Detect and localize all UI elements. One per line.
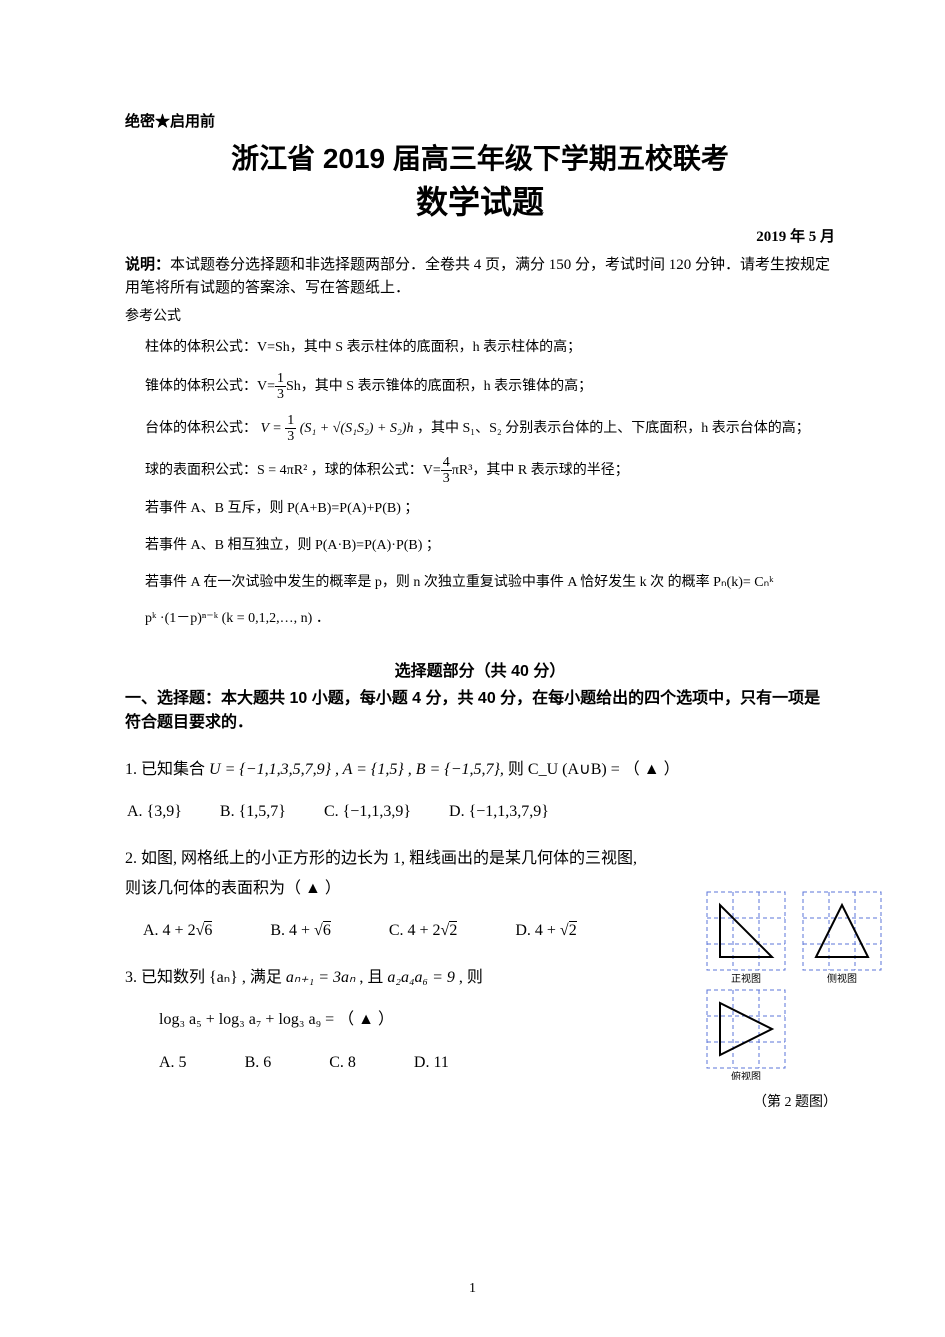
q1-post: 则 C_U (A∪B) = （ ▲ ） <box>504 761 680 778</box>
three-view-svg: 正视图 侧视图 俯视图 <box>705 890 885 1080</box>
figure-three-views: 正视图 侧视图 俯视图 （第 2 <box>705 890 885 1111</box>
formula-frustum-expr: (S₁ + √(S₁S₂) + S₂)h <box>300 421 414 436</box>
instructions-text: 本试题卷分选择题和非选择题两部分．全卷共 4 页，满分 150 分，考试时间 1… <box>125 257 830 296</box>
formula-frustum: 台体的体积公式： V = 13 (S₁ + √(S₁S₂) + S₂)h ，其中… <box>145 413 835 445</box>
formula-block: 柱体的体积公式：V=Sh，其中 S 表示柱体的底面积，h 表示柱体的高； 锥体的… <box>145 335 835 633</box>
q1-math: U = {−1,1,3,5,7,9} , A = {1,5} , B = {−1… <box>209 761 504 778</box>
q1-pre: 1. 已知集合 <box>125 761 209 778</box>
formula-cone: 锥体的体积公式：V=13Sh，其中 S 表示锥体的底面积，h 表示锥体的高； <box>145 371 835 403</box>
section-heading: 选择题部分（共 40 分） <box>125 657 835 681</box>
q3-pre: 3. 已知数列 {aₙ} , 满足 <box>125 969 286 986</box>
q3-option-c: C. 8 <box>329 1048 356 1078</box>
q2d-rad: 2 <box>569 921 577 939</box>
formula-sphere-post: πR³，其中 R 表示球的半径； <box>452 463 629 478</box>
q1-option-c: C. {−1,1,3,9} <box>324 797 411 827</box>
formula-binom1: 若事件 A 在一次试验中发生的概率是 p，则 n 次独立重复试验中事件 A 恰好… <box>145 570 835 597</box>
formula-mutual: 若事件 A、B 互斥，则 P(A+B)=P(A)+P(B) ； <box>145 496 835 523</box>
secret-header: 绝密★启用前 <box>125 110 835 131</box>
q2b-rad: 6 <box>323 921 331 939</box>
q3-mid: aₙ₊₁ = 3aₙ <box>286 969 356 986</box>
q2-text: 2. 如图, 网格纸上的小正方形的边长为 1, 粗线画出的是某几何体的三视图, … <box>125 850 637 897</box>
fraction: 43 <box>441 455 452 487</box>
formula-frustum-v: V = <box>261 421 282 436</box>
frac-top: 1 <box>285 413 296 429</box>
exam-page: 绝密★启用前 浙江省 2019 届高三年级下学期五校联考 数学试题 2019 年… <box>0 0 945 1337</box>
instructions: 说明：本试题卷分选择题和非选择题两部分．全卷共 4 页，满分 150 分，考试时… <box>125 254 835 301</box>
instructions-label: 说明： <box>125 257 170 273</box>
fig-label-top: 俯视图 <box>731 1070 761 1080</box>
q1-option-a: A. {3,9} <box>127 797 182 827</box>
q3-option-b: B. 6 <box>245 1048 272 1078</box>
q2a-rad: 6 <box>204 921 212 939</box>
frac-bot: 3 <box>285 429 296 444</box>
q2b-pre: B. 4 + √ <box>270 922 322 939</box>
q1-option-d: D. {−1,1,3,7,9} <box>449 797 549 827</box>
formula-cylinder: 柱体的体积公式：V=Sh，其中 S 表示柱体的底面积，h 表示柱体的高； <box>145 335 835 362</box>
q2d-pre: D. 4 + √ <box>515 922 568 939</box>
formula-sphere-pre: 球的表面积公式：S = 4πR² ，球的体积公式：V= <box>145 463 441 478</box>
formula-binom2: pᵏ ·(1－p)ⁿ⁻ᵏ (k = 0,1,2,…, n) ． <box>145 606 835 633</box>
q3-mid2: , 且 <box>355 969 387 986</box>
section-sub: 一、选择题：本大题共 10 小题，每小题 4 分，共 40 分，在每小题给出的四… <box>125 687 835 735</box>
q1-options: A. {3,9} B. {1,5,7} C. {−1,1,3,9} D. {−1… <box>127 797 835 827</box>
formula-frustum-post: ，其中 S₁、S₂ 分别表示台体的上、下底面积，h 表示台体的高； <box>417 421 810 436</box>
q2-option-c: C. 4 + 2√2 <box>389 916 457 946</box>
fraction: 13 <box>285 413 296 445</box>
fig-label-front: 正视图 <box>731 972 761 985</box>
q3-mid3: a₂a₄a₆ = 9 <box>387 969 454 986</box>
q3-option-a: A. 5 <box>159 1048 187 1078</box>
exam-date: 2019 年 5 月 <box>125 225 835 246</box>
q2a-pre: A. 4 + 2√ <box>143 922 204 939</box>
frac-top: 4 <box>441 455 452 471</box>
figure-caption: （第 2 题图） <box>705 1091 885 1111</box>
q3-post: , 则 <box>455 969 483 986</box>
q3-option-d: D. 11 <box>414 1048 449 1078</box>
q2c-pre: C. 4 + 2√ <box>389 922 449 939</box>
fraction: 13 <box>275 371 286 403</box>
q2-option-b: B. 4 + √6 <box>270 916 330 946</box>
formula-cone-pre: 锥体的体积公式：V= <box>145 379 275 394</box>
q1-option-b: B. {1,5,7} <box>220 797 286 827</box>
formula-frustum-pre: 台体的体积公式： <box>145 421 257 436</box>
page-number: 1 <box>0 1281 945 1297</box>
reference-formula-label: 参考公式 <box>125 305 835 325</box>
frac-bot: 3 <box>275 387 286 402</box>
exam-title-line1: 浙江省 2019 届高三年级下学期五校联考 <box>125 137 835 177</box>
q2c-rad: 2 <box>449 921 457 939</box>
fig-label-side: 侧视图 <box>827 972 857 985</box>
q2-option-d: D. 4 + √2 <box>515 916 576 946</box>
formula-cone-post: Sh，其中 S 表示锥体的底面积，h 表示锥体的高； <box>286 379 592 394</box>
frac-top: 1 <box>275 371 286 387</box>
formula-indep: 若事件 A、B 相互独立，则 P(A·B)=P(A)·P(B) ； <box>145 533 835 560</box>
question-1: 1. 已知集合 U = {−1,1,3,5,7,9} , A = {1,5} ,… <box>125 755 835 785</box>
formula-sphere: 球的表面积公式：S = 4πR² ，球的体积公式：V=43πR³，其中 R 表示… <box>145 455 835 487</box>
q2-option-a: A. 4 + 2√6 <box>143 916 212 946</box>
exam-title-line2: 数学试题 <box>125 177 835 223</box>
frac-bot: 3 <box>441 471 452 486</box>
